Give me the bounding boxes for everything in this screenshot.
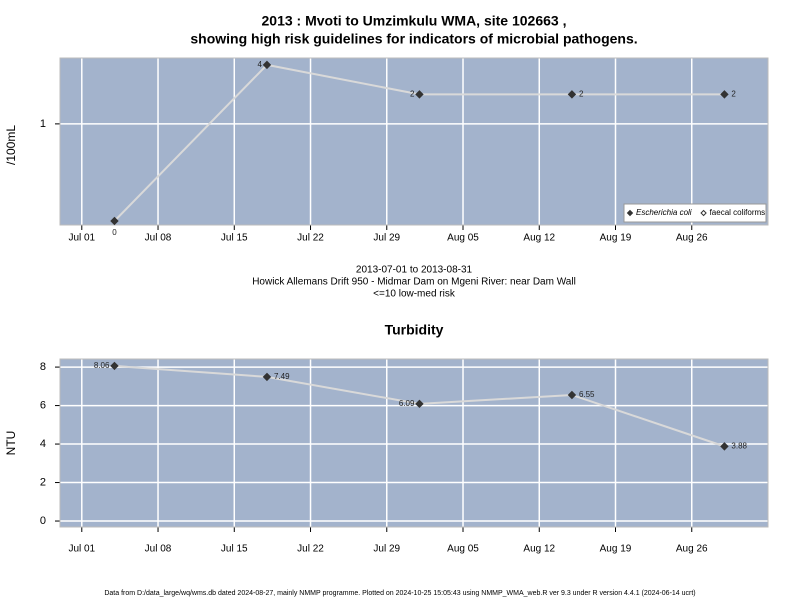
plot-background [60,58,768,225]
x-tick-label: Aug 26 [676,544,708,555]
x-tick-label: Jul 01 [68,233,95,244]
data-label: 2 [731,89,736,98]
x-tick-label: Aug 19 [600,544,632,555]
x-tick-label: Aug 12 [523,544,555,555]
x-tick-label: Jul 22 [297,544,324,555]
data-label: 0 [112,228,117,237]
data-point [262,372,272,382]
x-tick-label: Aug 26 [676,233,708,244]
y-tick-label: 0 [40,515,46,527]
y-tick-label: 4 [40,438,46,450]
x-tick-label: Jul 15 [221,233,248,244]
x-tick-label: Jul 01 [68,544,95,555]
x-tick-label: Jul 29 [373,544,400,555]
data-point [110,361,119,371]
x-tick-label: Jul 29 [373,233,400,244]
y-axis-label: /100mL [4,125,18,165]
data-label: 3.88 [731,441,747,450]
y-tick-label: 1 [40,118,46,130]
x-tick-label: Aug 05 [447,544,479,555]
y-tick-label: 2 [40,476,46,488]
legend-marker [626,209,634,217]
footer: Data from D:/data_large/wq/wms.db dated … [104,590,695,597]
chart-title: Turbidity [385,322,444,338]
chart-title: 2013 : Mvoti to Umzimkulu WMA, site 1026… [262,13,567,29]
x-tick-label: Aug 19 [600,233,632,244]
data-label: 6.55 [579,390,595,399]
x-tick-label: Jul 15 [221,544,248,555]
y-tick-label: 8 [40,361,46,373]
x-tick-label: Aug 12 [523,233,555,244]
y-tick-label: 6 [40,399,46,411]
data-point [720,90,729,99]
data-label: 7.49 [274,372,290,381]
data-point [262,60,272,70]
chart-subtitle: showing high risk guidelines for indicat… [190,31,637,47]
note: <=10 low-med risk [373,289,456,300]
data-label: 8.06 [94,361,110,370]
note: Howick Allemans Drift 950 - Midmar Dam o… [252,277,576,288]
data-point [567,90,577,99]
x-tick-label: Jul 08 [145,233,172,244]
data-point [415,399,424,409]
legend-label: faecal coliforms [710,208,766,217]
data-point [110,216,119,226]
data-point [567,390,577,400]
data-label: 2 [579,89,584,98]
x-tick-label: Aug 05 [447,233,479,244]
data-label: 2 [410,89,415,98]
legend-box [623,203,767,223]
plot-frame [59,358,769,528]
data-label: 6.09 [399,399,415,408]
note: 2013-07-01 to 2013-08-31 [356,265,473,276]
plot-background [60,359,768,527]
legend-marker [700,209,707,217]
x-tick-label: Jul 08 [145,544,172,555]
data-point [720,442,729,451]
data-point [415,90,424,99]
plot-frame [59,57,769,226]
x-tick-label: Jul 22 [297,233,324,244]
legend-label: Escherichia coli [636,208,692,217]
data-label: 4 [258,60,263,69]
y-axis-label: NTU [4,431,18,456]
